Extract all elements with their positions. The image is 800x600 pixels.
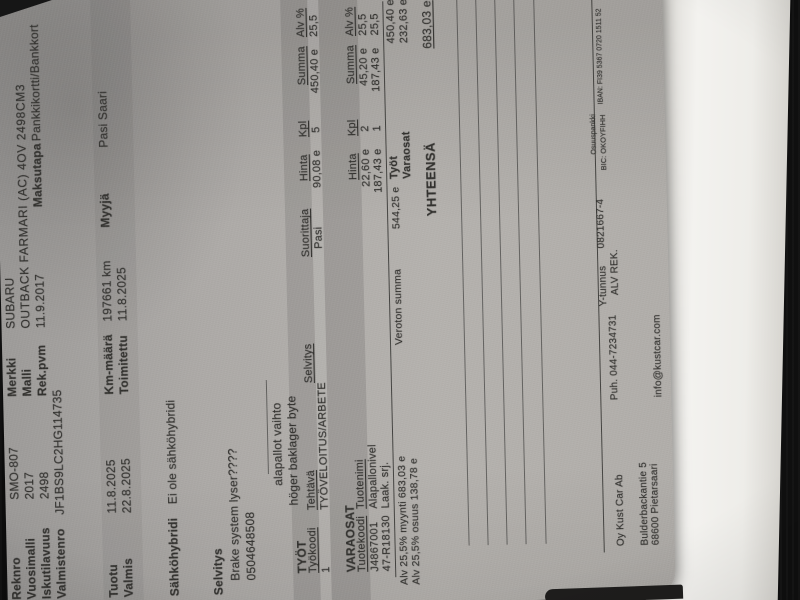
bank-name: Osuuspankki	[589, 114, 598, 155]
yhteensa-label: YHTEENSÄ	[422, 142, 440, 217]
merkki-value: SUBARU	[2, 277, 18, 330]
kmmaara-label: Km-määrä	[100, 334, 117, 395]
sahkohybridi-label: Sähköhybridi	[165, 517, 182, 597]
selvitys-line2: 0504648508	[242, 511, 259, 581]
reknro-value: SMO-807	[6, 446, 22, 500]
malli-label: Malli	[19, 368, 35, 397]
reknro-label: Reknro	[8, 557, 24, 600]
varaosat-row1-hinta: 22,60 e	[359, 148, 373, 188]
toimitettu-value: 11.8.2025	[114, 266, 130, 322]
tyot-header-selvitys: Selvitys	[301, 343, 315, 384]
varaosat-row2-kpl: 1	[371, 125, 384, 132]
myyja-label: Myyjä	[97, 193, 113, 228]
merkki-label: Merkki	[4, 357, 20, 398]
note-overline	[265, 380, 269, 475]
yhteensa-value: 683,03 e	[419, 0, 435, 49]
valmistenro-value: JF1BS9LC2HG114735	[49, 389, 67, 515]
varaosat-header-summa: Summa	[344, 45, 358, 85]
company-city: 68600 Pietarsaari	[648, 463, 662, 546]
iskutilavuus-label: Iskutilavuus	[38, 527, 54, 600]
tyot-row-suorittaja: Pasi	[312, 226, 325, 249]
tyot-total-label: Työt	[387, 155, 401, 180]
blank-line	[513, 0, 527, 545]
tyot-row-hinta: 90,08 e	[310, 149, 324, 189]
varaosat-row1-kpl: 2	[359, 125, 372, 132]
alv-osuus: Alv 25,5% osuus 138,78 e	[407, 457, 423, 585]
veroton-summa-label: Veroton summa	[391, 268, 406, 346]
tyot-header-kpl: Kpl	[296, 120, 310, 138]
company-phone: Puh. 044-7234731	[607, 314, 621, 401]
ytunnus-label: Y-tunnus	[597, 265, 610, 307]
tyot-total-value: 450,40 e	[384, 0, 398, 44]
varaosat-row2-hinta: 187,43 e	[371, 148, 385, 194]
blank-line	[475, 0, 489, 546]
sahkohybridi-value: Ei ole sähköhybridi	[163, 399, 180, 505]
valmis-label: Valmis	[120, 557, 136, 598]
varaosat-total-value: 232,63 e	[397, 0, 411, 44]
vuosimalli-label: Vuosimalli	[23, 537, 39, 600]
tyot-header-tehtava: Tehtävä	[304, 470, 318, 511]
iskutilavuus-value: 2498	[36, 471, 52, 500]
bank-bic: BIC: OKOYFIHH	[597, 114, 609, 171]
tuotu-label: Tuotu	[105, 564, 121, 598]
varaosat-row2-alv: 25,5	[368, 13, 382, 36]
varaosat-header-hinta: Hinta	[346, 153, 360, 181]
varaosat-header-kpl: Kpl	[345, 119, 359, 137]
tyot-row-alv: 25,5	[307, 14, 321, 38]
tyot-header-alv: Alv %	[294, 7, 308, 38]
rekpvm-label: Rek.pvm	[33, 344, 50, 397]
varaosat-total-label: Varaosat	[400, 131, 414, 179]
tyot-header-suorittaja: Suorittaja	[298, 208, 313, 258]
toimitettu-label: Toimitettu	[115, 335, 132, 395]
veroton-summa-value: 544,25 e	[389, 186, 403, 230]
bank-iban: IBAN: FI39 5367 0720 1511 52	[595, 8, 605, 105]
alvrek-text: ALV REK.	[608, 249, 621, 296]
tyot-row-koodi: 1	[320, 566, 333, 573]
vuosimalli-value: 2017	[21, 471, 37, 500]
blank-line	[494, 0, 508, 545]
tuotu-value: 11.8.2025	[103, 459, 119, 514]
valmis-value: 22.8.2025	[118, 457, 134, 514]
varaosat-header-alv: Alv %	[343, 6, 357, 37]
company-name: Oy Kust Car Ab	[614, 474, 627, 547]
maksutapa-value: Pankkikortti/Bankkort	[26, 24, 44, 142]
selvitys-note1: alapallot vaihto	[269, 402, 286, 486]
maksutapa-label: Maksutapa	[29, 143, 45, 208]
blank-line	[456, 0, 470, 546]
blank-line	[533, 0, 547, 544]
varaosat-row2-summa: 187,43 e	[369, 47, 383, 93]
ytunnus-value: 0821667-4	[594, 198, 607, 249]
tyot-header-summa: Summa	[295, 46, 309, 86]
company-email: info@kustcar.com	[651, 314, 665, 398]
selvitys-line1: Brake system lyser????	[225, 448, 243, 581]
myyja-value: Pasi Saari	[95, 90, 111, 148]
varaosat-header-tuotenimi: Tuotenimi	[353, 459, 367, 510]
varaosat-row1-summa: 45,20 e	[357, 47, 371, 87]
varaosat-row2-koodi: 47-R18130	[379, 515, 394, 572]
tyot-row-kpl: 5	[310, 126, 323, 134]
selvitys-label: Selvitys	[210, 548, 226, 596]
tyot-row-summa: 450,40 e	[308, 48, 322, 94]
selvitys-note2: höger baklager byte	[284, 395, 301, 506]
tyot-header-hinta: Hinta	[297, 154, 311, 182]
rekpvm-value: 11.9.2017	[32, 273, 48, 329]
tyot-header-tyokoodi: Työkoodi	[306, 527, 320, 574]
kmmaara-value: 197661 km	[99, 260, 115, 322]
valmistenro-label: Valmistenro	[53, 528, 69, 599]
varaosat-row1-alv: 25,5	[356, 13, 370, 36]
varaosat-header-tuotekoodi: Tuotekoodi	[354, 515, 369, 573]
invoice-paper: Reknro SMO-807 Merkki SUBARU Vuosimalli …	[0, 0, 676, 600]
varaosat-row2-nimi: Laak. srj.	[378, 461, 392, 509]
varaosat-row1-nimi: Alapallonivel	[366, 444, 380, 509]
